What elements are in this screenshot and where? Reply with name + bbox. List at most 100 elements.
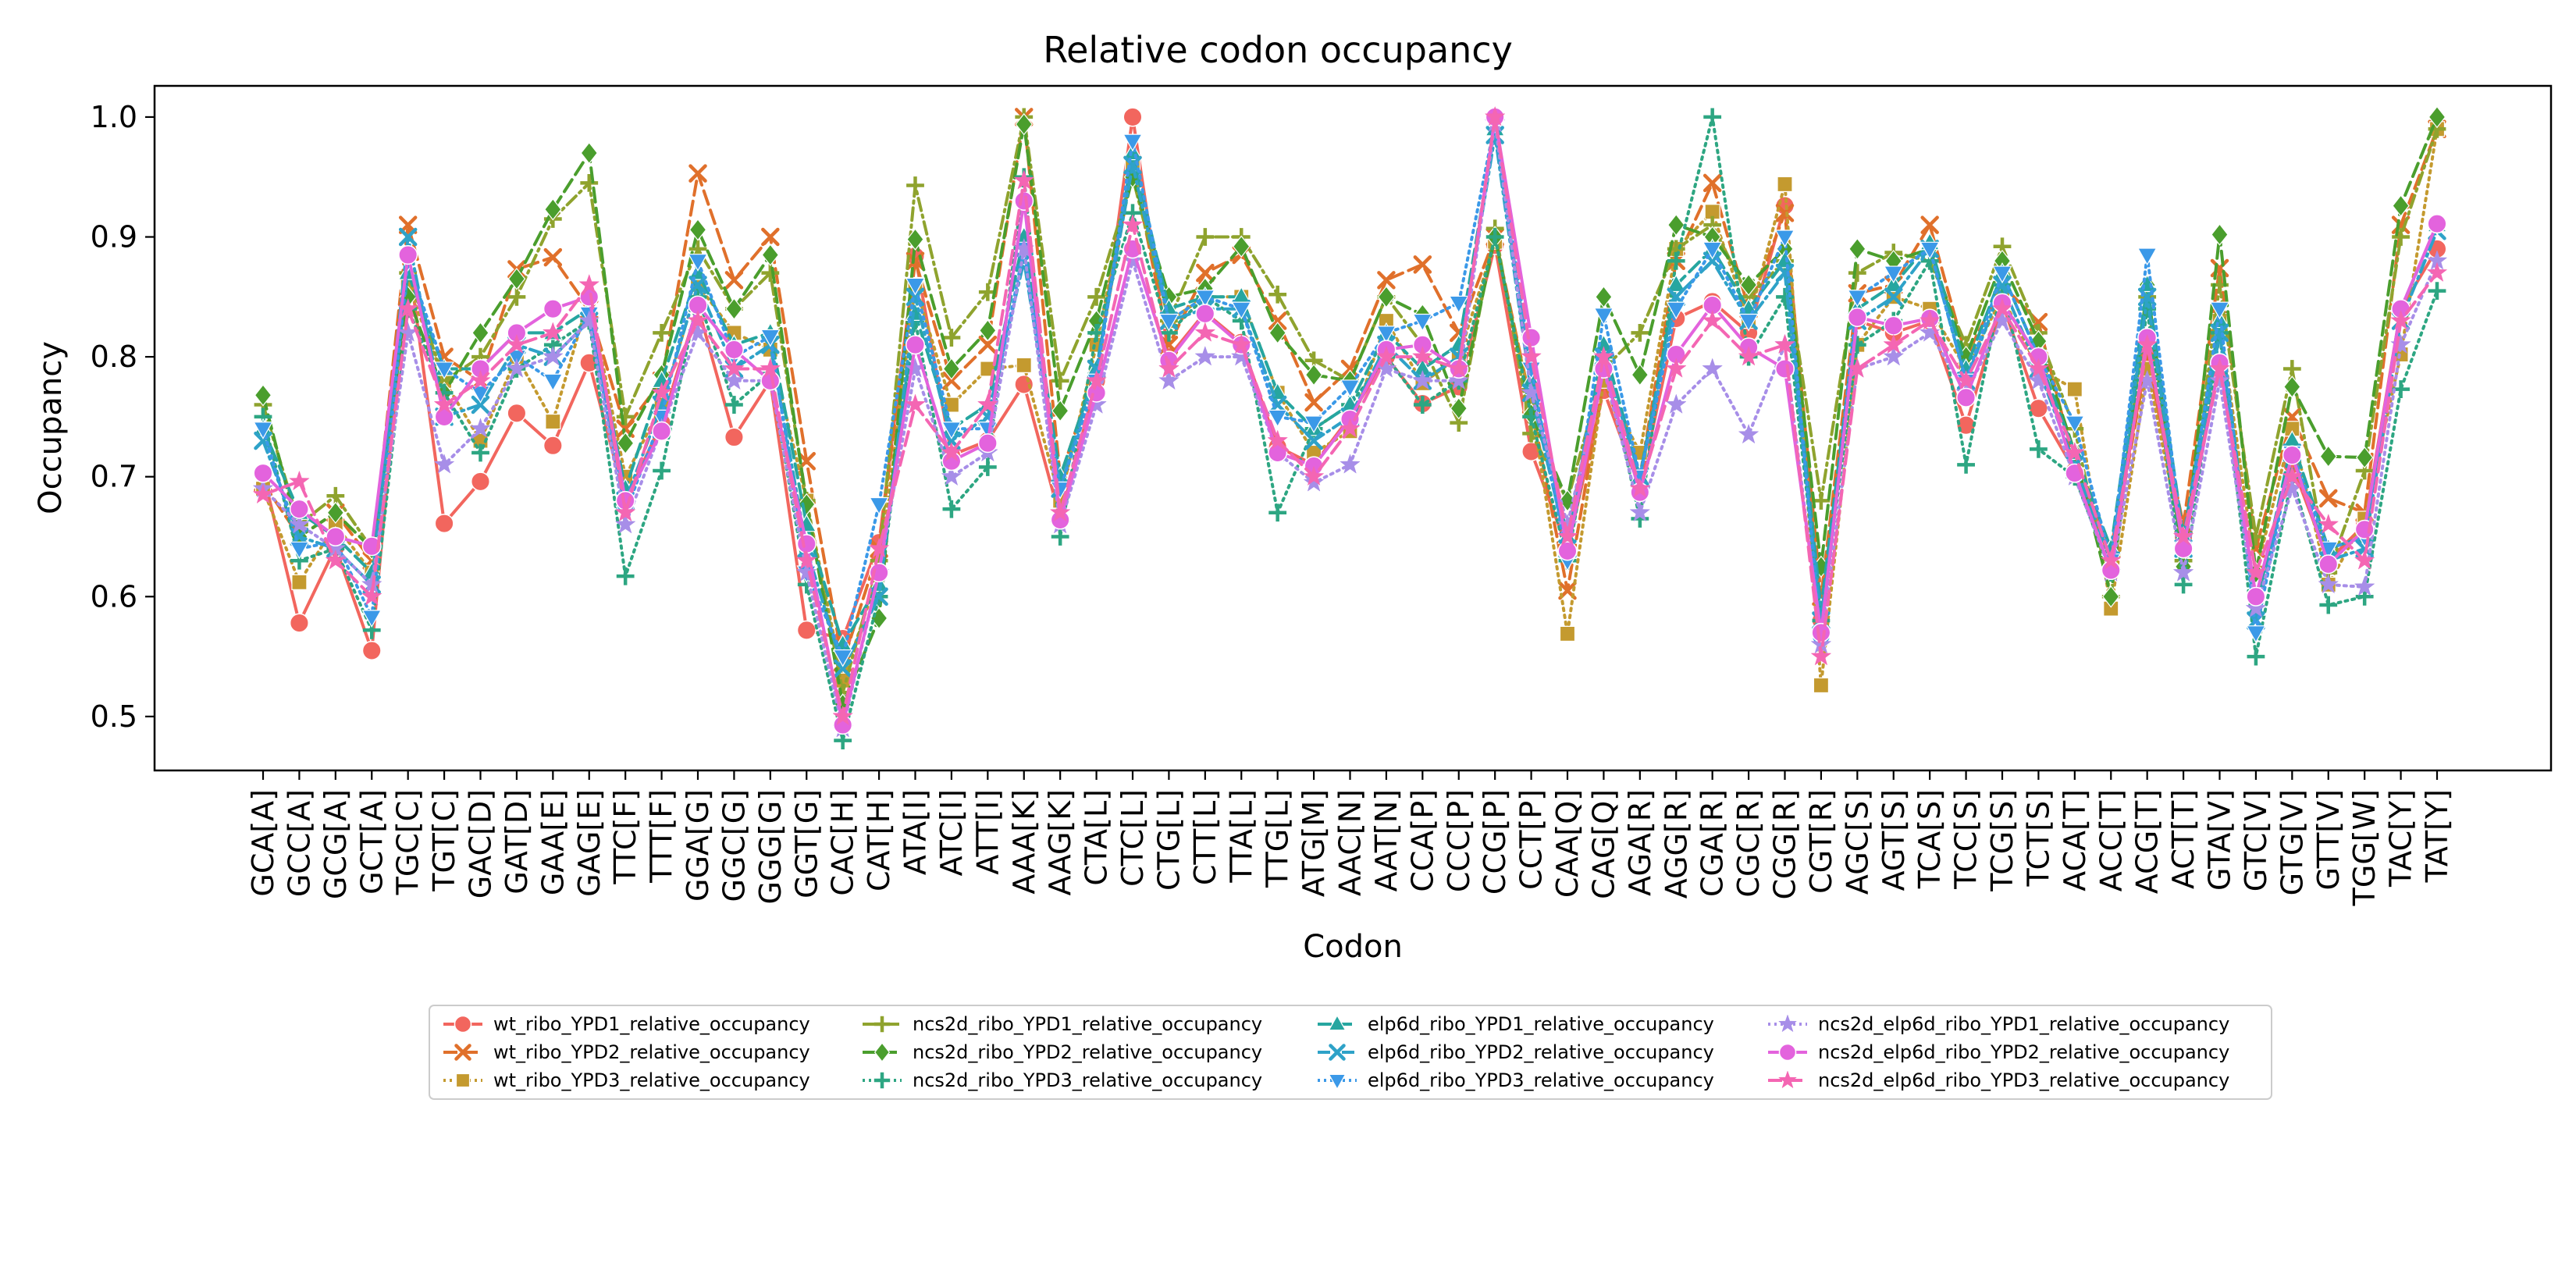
data-point <box>507 403 527 423</box>
legend-item: elp6d_ribo_YPD3_relative_occupancy <box>1318 1069 1714 1091</box>
x-tick-label: ATA[I] <box>898 789 933 875</box>
legend-label: elp6d_ribo_YPD3_relative_occupancy <box>1368 1069 1714 1091</box>
data-point <box>978 336 998 354</box>
x-tick-label: CAC[H] <box>826 789 860 896</box>
legend-item: ncs2d_ribo_YPD3_relative_occupancy <box>863 1069 1262 1091</box>
data-point <box>544 197 562 221</box>
data-point <box>1087 287 1105 306</box>
data-point <box>1413 255 1432 274</box>
data-point <box>2319 489 2338 508</box>
x-tick-label: CCA[P] <box>1405 789 1439 892</box>
x-tick-label: CCC[P] <box>1442 789 1476 892</box>
data-point <box>1559 625 1576 642</box>
x-tick-label: ATT[I] <box>970 789 1005 875</box>
x-tick-label: AAT[N] <box>1369 789 1404 891</box>
data-point <box>1340 359 1360 379</box>
data-point <box>1268 503 1287 522</box>
legend-item: elp6d_ribo_YPD2_relative_occupancy <box>1318 1041 1714 1063</box>
data-point <box>942 372 961 390</box>
x-tick-label: GGG[G] <box>753 789 788 904</box>
x-tick-label: CGG[R] <box>1768 789 1802 899</box>
data-point <box>653 323 671 342</box>
data-point <box>942 358 961 380</box>
data-point <box>1016 357 1032 373</box>
legend: wt_ribo_YPD1_relative_occupancy wt_ribo_Y… <box>429 1005 2272 1100</box>
data-point <box>2211 223 2229 246</box>
data-point <box>942 329 961 347</box>
y-axis-title: Occupancy <box>33 341 69 514</box>
x-tick-label: TTC[F] <box>608 789 642 885</box>
data-point <box>943 397 960 413</box>
data-point <box>1268 285 1287 304</box>
legend-item: ncs2d_ribo_YPD2_relative_occupancy <box>863 1041 1262 1063</box>
data-point <box>1268 311 1287 330</box>
data-point <box>1268 322 1286 344</box>
data-point <box>761 227 780 247</box>
x-tick-label: GCT[A] <box>354 789 389 895</box>
legend-item: wt_ribo_YPD3_relative_occupancy <box>443 1069 810 1091</box>
legend-item: wt_ribo_YPD2_relative_occupancy <box>443 1041 810 1063</box>
data-point <box>1557 541 1578 561</box>
legend-label: wt_ribo_YPD2_relative_occupancy <box>493 1041 810 1063</box>
data-point <box>2319 445 2337 468</box>
data-point <box>1703 173 1722 193</box>
data-point <box>2392 228 2410 246</box>
data-point <box>507 268 526 290</box>
data-point <box>1811 622 1831 642</box>
data-point <box>1450 397 1468 420</box>
legend-label: ncs2d_ribo_YPD3_relative_occupancy <box>913 1069 1262 1091</box>
data-point <box>1631 363 1649 386</box>
data-point <box>1051 372 1069 390</box>
data-point <box>1848 237 1866 261</box>
data-point <box>1413 396 1432 414</box>
data-point <box>761 244 780 266</box>
data-point <box>1015 112 1033 136</box>
data-point <box>725 297 743 320</box>
x-tick-label: CCG[P] <box>1478 789 1512 895</box>
x-tick-label: GGA[G] <box>681 789 715 902</box>
x-tick-label: GGC[G] <box>717 789 751 902</box>
x-tick-label: AGA[R] <box>1623 789 1657 896</box>
x-axis-title: Codon <box>1303 929 1403 965</box>
x-tick-label: AGC[S] <box>1840 789 1874 895</box>
x-tick-label: AGG[R] <box>1659 789 1693 898</box>
x-tick-label: TCA[S] <box>1912 789 1947 889</box>
data-point <box>1920 215 1939 234</box>
data-point <box>361 640 382 660</box>
data-point <box>2318 554 2339 575</box>
y-tick-label: 0.7 <box>91 460 137 494</box>
x-tick-label: TAC[Y] <box>2384 789 2418 888</box>
x-tick-label: AAG[K] <box>1043 789 1077 895</box>
x-tick-label: ACA[T] <box>2058 789 2092 891</box>
data-point <box>979 319 997 342</box>
data-point <box>1739 273 1758 297</box>
data-point <box>1848 264 1866 283</box>
data-point <box>2246 586 2266 607</box>
x-tick-label: GAG[E] <box>572 789 607 897</box>
data-point <box>326 501 345 525</box>
x-tick-label: TCC[S] <box>1949 789 1984 890</box>
data-point <box>580 141 598 165</box>
data-point <box>2355 446 2374 469</box>
x-tick-label: TAT[Y] <box>2420 789 2454 883</box>
legend-item: ncs2d_elp6d_ribo_YPD1_relative_occupancy <box>1768 1013 2229 1035</box>
legend-label: wt_ribo_YPD1_relative_occupancy <box>493 1013 810 1035</box>
x-tick-label: CTG[L] <box>1151 789 1186 891</box>
data-point <box>471 322 489 344</box>
data-point <box>543 247 563 267</box>
data-point <box>2282 445 2302 465</box>
data-point <box>724 427 744 447</box>
data-point <box>434 407 454 427</box>
data-point <box>253 463 273 483</box>
data-point <box>1774 358 1795 379</box>
data-point <box>2282 360 2301 378</box>
plot-area <box>252 105 2448 750</box>
data-point <box>1813 677 1830 694</box>
x-tick-label: GCA[A] <box>246 789 280 897</box>
legend-marker <box>454 1015 472 1034</box>
x-tick-label: GAC[D] <box>464 789 498 898</box>
x-tick-label: CGT[R] <box>1804 789 1838 894</box>
x-tick-label: CAT[H] <box>862 789 896 891</box>
data-point <box>471 443 489 462</box>
y-tick-label: 0.5 <box>91 699 137 734</box>
